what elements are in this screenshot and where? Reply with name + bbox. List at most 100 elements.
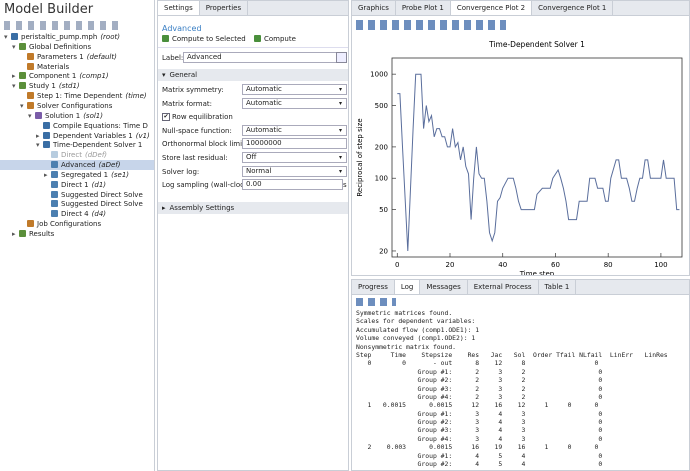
log-line: Group #2: 4 5 4 0 <box>356 460 603 469</box>
tree-label: Time-Dependent Solver 1 <box>53 141 143 150</box>
tree-icon <box>43 131 50 139</box>
y-tick-label: 20 <box>379 247 388 255</box>
tab[interactable]: Settings <box>158 1 200 15</box>
y-tick-label: 500 <box>375 102 388 110</box>
expander: ▾ <box>4 33 8 41</box>
dropdown-arrow: ▾ <box>339 154 343 161</box>
select[interactable]: Normal <box>242 165 347 177</box>
tree-tag: (se1) <box>111 170 130 179</box>
tree-label: Direct 4 <box>61 210 89 219</box>
tree-row[interactable]: Compile Equations: Time D <box>0 121 154 131</box>
expander: ▸ <box>12 230 16 238</box>
select[interactable]: Automatic <box>242 97 347 109</box>
tab[interactable]: Log <box>394 280 421 294</box>
tree-row[interactable]: ▸ Dependent Variables 1 (v1) <box>0 131 154 141</box>
field-row: Matrix symmetry: Automatic ▾ <box>158 84 348 95</box>
plot-frame <box>391 57 683 258</box>
tree-label: Advanced <box>61 161 96 170</box>
tree-icon <box>51 151 58 159</box>
expander: ▾ <box>12 42 16 51</box>
chart: Time-Dependent Solver 120501002005001000… <box>356 40 683 276</box>
select[interactable]: Off <box>242 152 347 163</box>
log-line: Accumulated flow (comp1.ODE1): 1 <box>356 325 480 334</box>
log-line: Scales for dependent variables: <box>356 317 476 326</box>
tree-icon <box>51 190 58 198</box>
tree-row[interactable]: Suggested Direct Solve <box>0 199 154 209</box>
tab[interactable]: External Process <box>468 280 539 294</box>
x-tick-label: 40 <box>498 261 507 269</box>
tree-row[interactable]: ▾ Solver Configurations <box>0 101 154 111</box>
tree-tag: (d4) <box>91 210 106 219</box>
tab[interactable]: Properties <box>200 1 249 15</box>
model-builder: Model Builder ▾ peristaltic_pump.mph (root… <box>0 0 155 471</box>
tree-row[interactable]: Direct 4 (d4) <box>0 209 154 219</box>
log-panel: Progress Log Messages External Process Table… <box>351 279 690 471</box>
tree-row[interactable]: ▸ Results <box>0 229 154 239</box>
tree-label: Suggested Direct Solve <box>61 190 143 199</box>
toolbar-button[interactable]: Compute <box>263 35 296 43</box>
tree-row[interactable]: Parameters 1 (default) <box>0 52 154 62</box>
tree-row[interactable]: ▸ Component 1 (comp1) <box>0 71 154 81</box>
tree-row[interactable]: Advanced (aDef) <box>0 160 154 171</box>
tree-row[interactable]: Suggested Direct Solve <box>0 190 154 200</box>
checkbox-label: Row equilibration <box>172 113 233 122</box>
dropdown-arrow: ▾ <box>339 167 343 175</box>
tab[interactable]: Progress <box>352 280 395 294</box>
text-input[interactable]: 10000000 <box>242 138 347 150</box>
tree-row[interactable]: ▾ peristaltic_pump.mph (root) <box>0 32 154 42</box>
tab[interactable]: Graphics <box>352 1 396 15</box>
tree-icon <box>35 111 42 119</box>
tree-row[interactable]: Materials <box>0 62 154 72</box>
select[interactable]: Automatic <box>242 124 347 136</box>
tree-tag: (sol1) <box>83 111 103 120</box>
x-axis-label: Time step <box>519 270 555 276</box>
tab[interactable]: Convergence Plot 1 <box>532 1 614 15</box>
tree-row[interactable]: ▾ Study 1 (std1) <box>0 81 154 91</box>
section-header[interactable]: ▾ General <box>158 69 348 81</box>
tab[interactable]: Messages <box>420 280 468 294</box>
tree-label: Segregated 1 <box>61 170 109 179</box>
checkbox[interactable]: ✔ <box>162 113 170 122</box>
tree-row[interactable]: ▾ Solution 1 (sol1) <box>0 111 154 121</box>
label-input[interactable]: Advanced <box>183 52 338 63</box>
tree-label: Dependent Variables 1 <box>53 131 133 140</box>
plot-toolbar[interactable] <box>356 20 506 30</box>
tree-label: Suggested Direct Solve <box>61 200 143 209</box>
toolbar[interactable] <box>4 21 124 30</box>
toolbar-button[interactable]: Compute to Selected <box>172 35 246 43</box>
tab[interactable]: Table 1 <box>539 280 577 294</box>
section-header[interactable]: ▸ Assembly Settings <box>158 202 348 214</box>
field-label: Orthonormal block limit: <box>162 140 248 149</box>
expander: ▾ <box>20 101 24 110</box>
select[interactable]: Automatic <box>242 84 347 95</box>
tree-row[interactable]: Direct (dDef) <box>0 150 154 160</box>
tree-tag: (root) <box>100 33 120 41</box>
log-text: Symmetric matrices found. Scales for depe… <box>356 309 686 468</box>
log-line: Symmetric matrices found. <box>356 309 453 317</box>
tab[interactable]: Probe Plot 1 <box>396 1 451 15</box>
tree-row[interactable]: ▸ Segregated 1 (se1) <box>0 170 154 180</box>
log-line: Group #2: 3 4 3 0 <box>356 418 603 427</box>
tab[interactable]: Convergence Plot 2 <box>450 1 533 15</box>
tree-icon <box>11 33 18 40</box>
tree-icon <box>27 52 34 60</box>
tree-row[interactable]: Direct 1 (d1) <box>0 180 154 190</box>
graphics-panel: Graphics Probe Plot 1 Convergence Plot 2 Co… <box>351 0 690 276</box>
log-toolbar[interactable] <box>356 298 396 306</box>
tree-row[interactable]: ▾ Global Definitions <box>0 42 154 52</box>
tree-icon <box>51 161 58 169</box>
text-input[interactable]: 0.00 <box>242 179 343 191</box>
label-button[interactable] <box>336 52 347 63</box>
x-tick-label: 60 <box>551 261 560 269</box>
expander: ▸ <box>12 72 16 81</box>
tree-label: Results <box>29 230 55 238</box>
tree-tag: (aDef) <box>98 161 121 170</box>
tree-row[interactable]: Job Configurations <box>0 219 154 229</box>
tree-icon <box>27 62 34 70</box>
tree-row[interactable]: ▾ Time-Dependent Solver 1 <box>0 140 154 150</box>
log-line: Group #1: 2 3 2 0 <box>356 367 603 376</box>
log-line: Group #2: 2 3 2 0 <box>356 376 603 385</box>
expander: ▾ <box>12 82 16 91</box>
tree-row[interactable]: Step 1: Time Dependent (time) <box>0 91 154 101</box>
field-label: Matrix symmetry: <box>162 86 224 94</box>
